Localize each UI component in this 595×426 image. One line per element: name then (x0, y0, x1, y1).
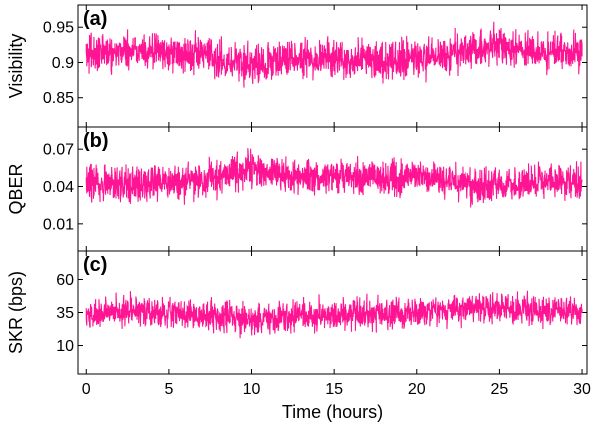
series-line (85, 21, 583, 88)
x-tick-label: 30 (573, 381, 591, 398)
y-tick-label: 0.04 (43, 179, 74, 196)
x-tick-label: 20 (408, 381, 426, 398)
y-tick-label: 0.95 (43, 20, 74, 37)
x-tick-label: 15 (325, 381, 343, 398)
y-tick-label: 0.07 (43, 142, 74, 159)
x-tick-label: 0 (82, 381, 91, 398)
panel-label: (c) (83, 254, 107, 276)
x-tick-label: 10 (243, 381, 261, 398)
y-axis-label: Visibility (6, 34, 26, 99)
panel-b: 0.01 0.04 0.07 QBER (b) (6, 126, 588, 252)
x-tick-label: 25 (491, 381, 509, 398)
panel-label: (a) (83, 8, 107, 30)
y-tick-label: 60 (56, 272, 74, 289)
y-tick-label: 35 (56, 305, 74, 322)
y-tick-label: 0.01 (43, 216, 74, 233)
series-line (85, 148, 583, 208)
y-axis-label: QBER (6, 163, 26, 214)
chart-panels: 0.85 0.9 0.95 Visibility (a) 0.01 0.04 0.07 QBER… (6, 4, 591, 398)
x-tick-label: 5 (164, 381, 173, 398)
panel-c: 10 35 60 SKR (bps) (c) (6, 250, 588, 375)
y-axis-label: SKR (bps) (6, 271, 26, 354)
x-axis-label: Time (hours) (282, 402, 383, 422)
panel-a: 0.85 0.9 0.95 Visibility (a) (6, 4, 588, 128)
panel-label: (b) (83, 130, 109, 152)
series-line (85, 290, 583, 339)
y-tick-label: 10 (56, 338, 74, 355)
y-tick-label: 0.85 (43, 90, 74, 107)
y-tick-label: 0.9 (52, 55, 74, 72)
